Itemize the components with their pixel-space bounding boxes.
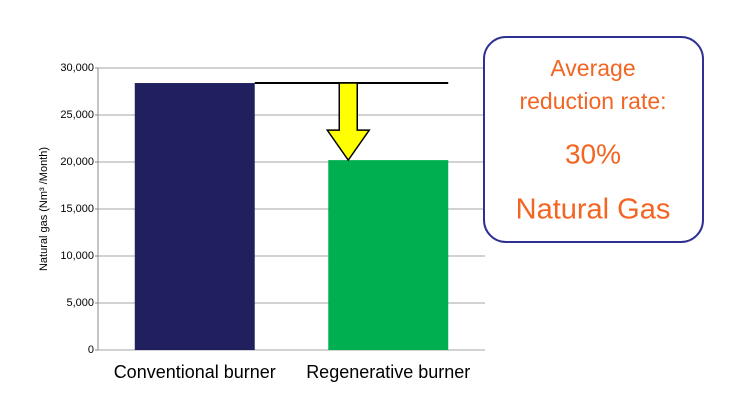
- annotation-box: [483, 36, 704, 243]
- y-tick-label: 0: [88, 344, 94, 356]
- annotation-text: Natural Gas: [516, 194, 671, 226]
- x-tick-label: Regenerative burner: [306, 362, 470, 382]
- annotation-text: 30%: [565, 138, 621, 169]
- y-axis-label: Natural gas (Nm³ /Month): [38, 147, 50, 271]
- y-tick-label: 20,000: [60, 156, 94, 168]
- bar: [134, 83, 255, 350]
- y-tick-label: 25,000: [60, 109, 94, 121]
- bar: [328, 160, 449, 350]
- x-tick-label: Conventional burner: [114, 362, 276, 382]
- reduction-arrow: [325, 82, 371, 162]
- y-tick-label: 15,000: [60, 203, 94, 215]
- annotation-text: Average: [550, 55, 635, 81]
- y-tick-label: 5,000: [66, 297, 94, 309]
- y-tick-label: 10,000: [60, 250, 94, 262]
- y-tick-label: 30,000: [60, 62, 94, 74]
- annotation-text: reduction rate:: [519, 88, 666, 114]
